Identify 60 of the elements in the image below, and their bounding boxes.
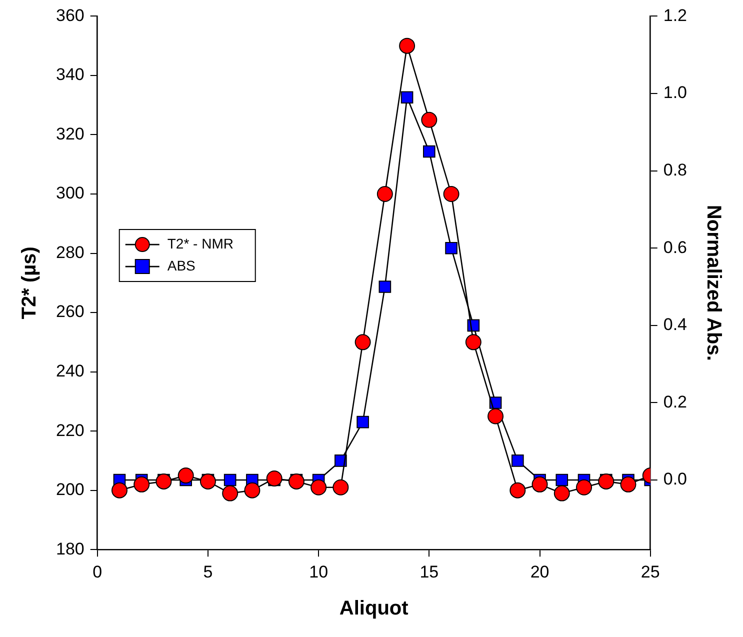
y2-tick-label: 0.4: [663, 315, 688, 334]
y2-tick-label: 0.0: [663, 470, 688, 489]
y-tick-label: 340: [56, 65, 84, 84]
x-tick-label: 10: [309, 562, 328, 582]
x-tick-label: 20: [530, 562, 550, 582]
point: [332, 479, 349, 496]
point: [400, 91, 414, 104]
x-tick-label: 15: [420, 562, 439, 582]
point: [532, 476, 548, 492]
point: [556, 474, 568, 486]
x-tick-label: 0: [92, 562, 102, 582]
y-tick-label: 220: [56, 420, 84, 440]
point: [288, 473, 304, 490]
y2-tick-label: 0.2: [663, 392, 688, 412]
x-tick-label: 5: [203, 562, 213, 582]
y2-tick-label: 0.6: [663, 238, 688, 257]
point: [266, 470, 282, 486]
point: [178, 468, 194, 484]
point: [443, 186, 460, 202]
point: [576, 479, 592, 496]
point: [244, 482, 260, 498]
y-tick-label: 280: [56, 242, 84, 262]
y-tick-label: 360: [56, 6, 84, 25]
y-tick-label: 240: [56, 361, 84, 380]
legend-label: T2* - NMR: [167, 235, 234, 252]
point: [511, 454, 524, 467]
point: [510, 482, 526, 498]
x-tick-label: 25: [640, 562, 660, 582]
point: [200, 473, 216, 490]
point: [488, 408, 504, 424]
point: [111, 482, 128, 498]
point: [445, 242, 458, 254]
point: [423, 145, 436, 158]
x-axis-title: Aliquot: [339, 598, 409, 620]
point: [356, 416, 369, 428]
point: [421, 112, 438, 128]
y2-tick-label: 0.8: [663, 160, 688, 180]
point: [554, 485, 570, 502]
point: [620, 476, 636, 492]
point: [224, 474, 236, 486]
y2-tick-label: 1.0: [663, 83, 688, 102]
legend-label: ABS: [167, 257, 196, 274]
y-tick-label: 200: [56, 480, 84, 500]
point: [465, 334, 482, 350]
point: [156, 473, 172, 490]
y-tick-label: 260: [56, 302, 84, 322]
y2-tick-label: 1.2: [663, 6, 688, 25]
y-tick-label: 180: [56, 539, 84, 558]
y-axis-title: T2* (µs): [18, 246, 41, 320]
point: [376, 186, 393, 202]
y-tick-label: 320: [56, 124, 84, 144]
point: [310, 479, 327, 496]
point: [354, 334, 371, 350]
point: [399, 38, 416, 54]
point: [222, 485, 238, 502]
point: [134, 476, 150, 492]
point: [378, 280, 392, 293]
point: [598, 473, 614, 490]
y-tick-label: 300: [56, 184, 84, 203]
y2-axis-title: Normalized Abs.: [702, 204, 724, 361]
